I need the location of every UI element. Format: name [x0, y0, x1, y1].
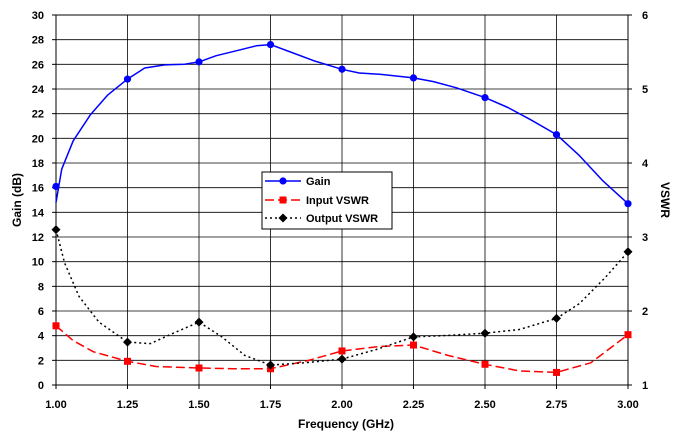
legend-label-output-vswr: Output VSWR [306, 213, 378, 225]
data-point-input-vswr [481, 360, 489, 368]
y2-tick-label: 2 [642, 306, 648, 318]
y-tick-label: 18 [32, 158, 44, 170]
data-point-gain [266, 41, 275, 49]
data-point-input-vswr [624, 331, 632, 339]
y-tick-label: 30 [32, 10, 44, 22]
y-tick-label: 4 [38, 331, 45, 343]
y2-tick-label: 5 [642, 84, 648, 96]
y-tick-label: 10 [32, 257, 44, 269]
data-point-gain [409, 74, 418, 82]
x-tick-label: 1.50 [188, 399, 209, 411]
y-tick-label: 12 [32, 232, 44, 244]
data-point-output-vswr [623, 247, 633, 257]
y-tick-label: 8 [38, 281, 44, 293]
data-point-input-vswr [553, 368, 560, 376]
data-point-input-vswr [124, 357, 131, 365]
y-tick-label: 14 [32, 207, 45, 219]
series-output-vswr [51, 225, 633, 370]
legend-item-output-vswr: Output VSWR [265, 213, 378, 225]
y-tick-label: 24 [32, 84, 45, 96]
data-point-output-vswr [552, 313, 561, 323]
data-point-output-vswr [409, 332, 418, 342]
series-gain [52, 41, 632, 208]
legend-item-input-vswr: Input VSWR [265, 195, 369, 207]
y-tick-label: 0 [38, 380, 44, 392]
data-point-input-vswr [52, 322, 60, 330]
series-line-output-vswr [55, 229, 629, 366]
data-point-input-vswr [410, 341, 417, 349]
x-tick-label: 1.00 [45, 399, 66, 411]
data-point-gain [552, 131, 561, 139]
data-point-output-vswr [266, 360, 275, 370]
legend-label-gain: Gain [306, 176, 331, 188]
y2-axis-label: VSWR [658, 182, 672, 218]
data-point-gain [624, 200, 632, 208]
x-tick-label: 2.25 [403, 399, 424, 411]
data-point-gain [52, 182, 60, 191]
x-tick-label: 3.00 [617, 399, 638, 411]
y-tick-label: 22 [32, 109, 44, 121]
legend-marker-output-vswr [278, 213, 288, 223]
x-tick-label: 2.75 [546, 399, 567, 411]
series-layer [51, 41, 633, 376]
y-tick-label: 16 [32, 183, 44, 195]
axis-ticks: 1.00 1.25 1.50 1.75 2.00 2.25 2.50 2.75 3.000246… [32, 10, 649, 411]
y2-tick-label: 3 [642, 232, 648, 244]
data-point-output-vswr [51, 225, 61, 235]
data-point-input-vswr [338, 347, 346, 355]
data-point-output-vswr [337, 354, 347, 364]
series-input-vswr [52, 322, 632, 376]
legend-marker-input-vswr [279, 196, 287, 204]
data-point-gain [123, 75, 132, 83]
data-point-gain [195, 58, 203, 66]
legend-marker-gain [279, 177, 287, 185]
y-axis-label: Gain (dB) [10, 173, 24, 227]
data-point-input-vswr [195, 364, 203, 372]
legend-item-gain: Gain [265, 176, 331, 188]
y2-tick-label: 4 [642, 158, 649, 170]
legend: Gain Input VSWR Output VSWR [261, 171, 393, 230]
series-line-gain [55, 43, 629, 205]
x-tick-label: 1.25 [117, 399, 138, 411]
y-tick-label: 6 [38, 306, 44, 318]
x-axis-label: Frequency (GHz) [298, 417, 394, 431]
data-point-output-vswr [123, 337, 132, 347]
y-tick-label: 2 [38, 355, 44, 367]
data-point-gain [338, 65, 346, 73]
y2-tick-label: 1 [642, 380, 648, 392]
y2-tick-label: 6 [642, 10, 648, 22]
data-point-gain [481, 94, 489, 102]
y-tick-label: 28 [32, 35, 44, 47]
series-line-input-vswr [55, 325, 629, 374]
legend-label-input-vswr: Input VSWR [306, 195, 369, 207]
data-point-output-vswr [194, 317, 204, 327]
x-tick-label: 1.75 [260, 399, 281, 411]
y-tick-label: 20 [32, 133, 44, 145]
y-tick-label: 26 [32, 59, 44, 71]
x-tick-label: 2.00 [331, 399, 352, 411]
x-tick-label: 2.50 [474, 399, 495, 411]
data-point-output-vswr [480, 328, 490, 338]
